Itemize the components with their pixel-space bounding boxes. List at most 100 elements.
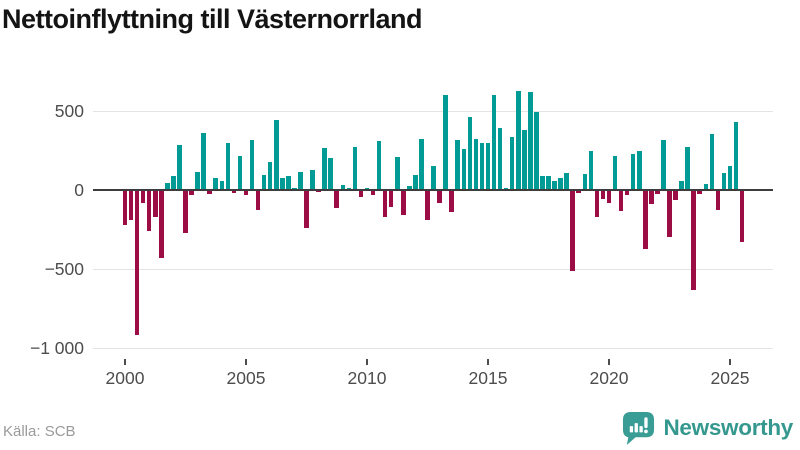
bar-2001-q3 bbox=[159, 190, 164, 258]
bar-2003-q3 bbox=[207, 190, 212, 194]
bar-2022-q1 bbox=[655, 190, 660, 194]
bar-2016-q4 bbox=[528, 92, 533, 190]
gridline bbox=[93, 268, 773, 270]
bar-2014-q4 bbox=[479, 143, 485, 190]
bar-2017-q2 bbox=[540, 175, 545, 190]
bar-2018-q3 bbox=[570, 190, 575, 272]
source-note: Källa: SCB bbox=[3, 423, 76, 440]
bar-2004-q1 bbox=[219, 181, 225, 190]
bar-2012-q3 bbox=[425, 190, 430, 221]
bar-2001-q4 bbox=[165, 182, 170, 190]
x-tick-label: 2025 bbox=[710, 368, 750, 388]
bar-2017-q1 bbox=[534, 111, 539, 190]
bar-2019-q2 bbox=[588, 151, 594, 190]
bar-2019-q3 bbox=[594, 190, 600, 217]
bar-2024-q2 bbox=[709, 133, 715, 190]
bar-2003-q2 bbox=[201, 133, 206, 190]
x-tick-mark bbox=[608, 359, 610, 365]
bar-2015-q1 bbox=[485, 143, 491, 190]
bar-2006-q1 bbox=[267, 162, 273, 190]
bar-2017-q4 bbox=[552, 181, 557, 190]
bar-2023-q2 bbox=[685, 147, 690, 190]
bar-2022-q2 bbox=[661, 140, 666, 190]
bar-2021-q1 bbox=[630, 154, 636, 190]
bar-2007-q3 bbox=[304, 190, 309, 228]
bar-2011-q3 bbox=[401, 190, 406, 216]
gridline bbox=[93, 347, 773, 349]
bar-2013-q4 bbox=[455, 140, 461, 190]
x-axis-zero-line bbox=[93, 188, 773, 192]
chart-title: Nettoinflyttning till Västernorrland bbox=[2, 4, 423, 34]
bar-2003-q4 bbox=[213, 178, 219, 190]
bar-2018-q4 bbox=[576, 190, 582, 194]
y-tick-label: 500 bbox=[54, 101, 84, 121]
bar-2013-q1 bbox=[437, 190, 442, 204]
x-axis: 2000 2005 2010 2015 2020 2025 bbox=[93, 357, 783, 397]
bar-2010-q3 bbox=[376, 141, 382, 190]
x-tick-label: 2000 bbox=[105, 368, 145, 388]
bar-2014-q1 bbox=[461, 148, 467, 190]
bar-2007-q4 bbox=[310, 170, 315, 190]
x-tick-mark bbox=[245, 359, 247, 365]
brand-name: Newsworthy bbox=[663, 415, 793, 440]
bar-2001-q2 bbox=[152, 190, 158, 217]
bar-2018-q2 bbox=[564, 172, 569, 190]
bar-2020-q2 bbox=[612, 156, 618, 190]
bar-2000-q1 bbox=[122, 190, 128, 225]
bar-2014-q3 bbox=[473, 139, 479, 190]
y-tick-label: −1 000 bbox=[29, 338, 84, 358]
bar-2009-q1 bbox=[340, 185, 346, 190]
bar-2014-q2 bbox=[467, 117, 473, 190]
bar-2017-q3 bbox=[546, 175, 551, 190]
bar-2020-q1 bbox=[606, 190, 612, 203]
bar-2023-q1 bbox=[679, 181, 684, 190]
bar-2002-q1 bbox=[171, 175, 176, 190]
bar-2022-q4 bbox=[673, 190, 678, 201]
plot-area bbox=[93, 85, 773, 357]
bar-2012-q1 bbox=[413, 174, 418, 190]
x-tick-mark bbox=[366, 359, 368, 365]
bar-2021-q2 bbox=[636, 151, 642, 190]
bar-2016-q2 bbox=[515, 91, 521, 190]
bar-2011-q4 bbox=[407, 186, 412, 190]
bar-2009-q4 bbox=[358, 190, 364, 198]
brand-logo: Newsworthy bbox=[622, 409, 793, 447]
bar-2019-q4 bbox=[600, 190, 606, 200]
y-tick-label: 0 bbox=[74, 180, 84, 200]
x-tick-label: 2020 bbox=[589, 368, 629, 388]
bar-2024-q4 bbox=[721, 172, 727, 190]
bar-2015-q3 bbox=[497, 128, 503, 190]
bar-2008-q4 bbox=[334, 190, 340, 209]
bar-2005-q1 bbox=[243, 190, 249, 195]
bar-2000-q2 bbox=[128, 190, 134, 221]
bar-2020-q3 bbox=[618, 190, 624, 212]
bar-2004-q2 bbox=[225, 142, 231, 190]
bar-2004-q4 bbox=[237, 156, 243, 190]
bar-2002-q2 bbox=[177, 144, 182, 190]
y-tick-label: −500 bbox=[44, 259, 84, 279]
bar-2009-q3 bbox=[352, 147, 358, 190]
bar-2007-q2 bbox=[298, 171, 303, 190]
bar-2003-q1 bbox=[195, 171, 200, 190]
bar-2002-q3 bbox=[183, 190, 188, 233]
bar-2006-q2 bbox=[273, 119, 279, 190]
bar-2000-q4 bbox=[140, 190, 146, 204]
bar-2025-q1 bbox=[727, 166, 733, 190]
bar-2011-q1 bbox=[388, 190, 394, 207]
bar-2008-q2 bbox=[322, 148, 327, 190]
bar-2006-q3 bbox=[280, 178, 285, 190]
bar-2024-q3 bbox=[715, 190, 721, 210]
bar-2016-q3 bbox=[522, 129, 527, 190]
bar-2008-q3 bbox=[328, 157, 333, 190]
x-tick-mark bbox=[124, 359, 126, 365]
gridline bbox=[93, 110, 773, 112]
bar-2013-q3 bbox=[449, 190, 454, 213]
bar-2010-q4 bbox=[382, 190, 388, 217]
x-tick-label: 2010 bbox=[347, 368, 387, 388]
bar-2024-q1 bbox=[703, 183, 709, 190]
bar-2018-q1 bbox=[558, 178, 563, 190]
bar-2005-q2 bbox=[249, 140, 255, 190]
bar-2021-q3 bbox=[643, 190, 648, 250]
bar-2011-q2 bbox=[394, 156, 400, 190]
